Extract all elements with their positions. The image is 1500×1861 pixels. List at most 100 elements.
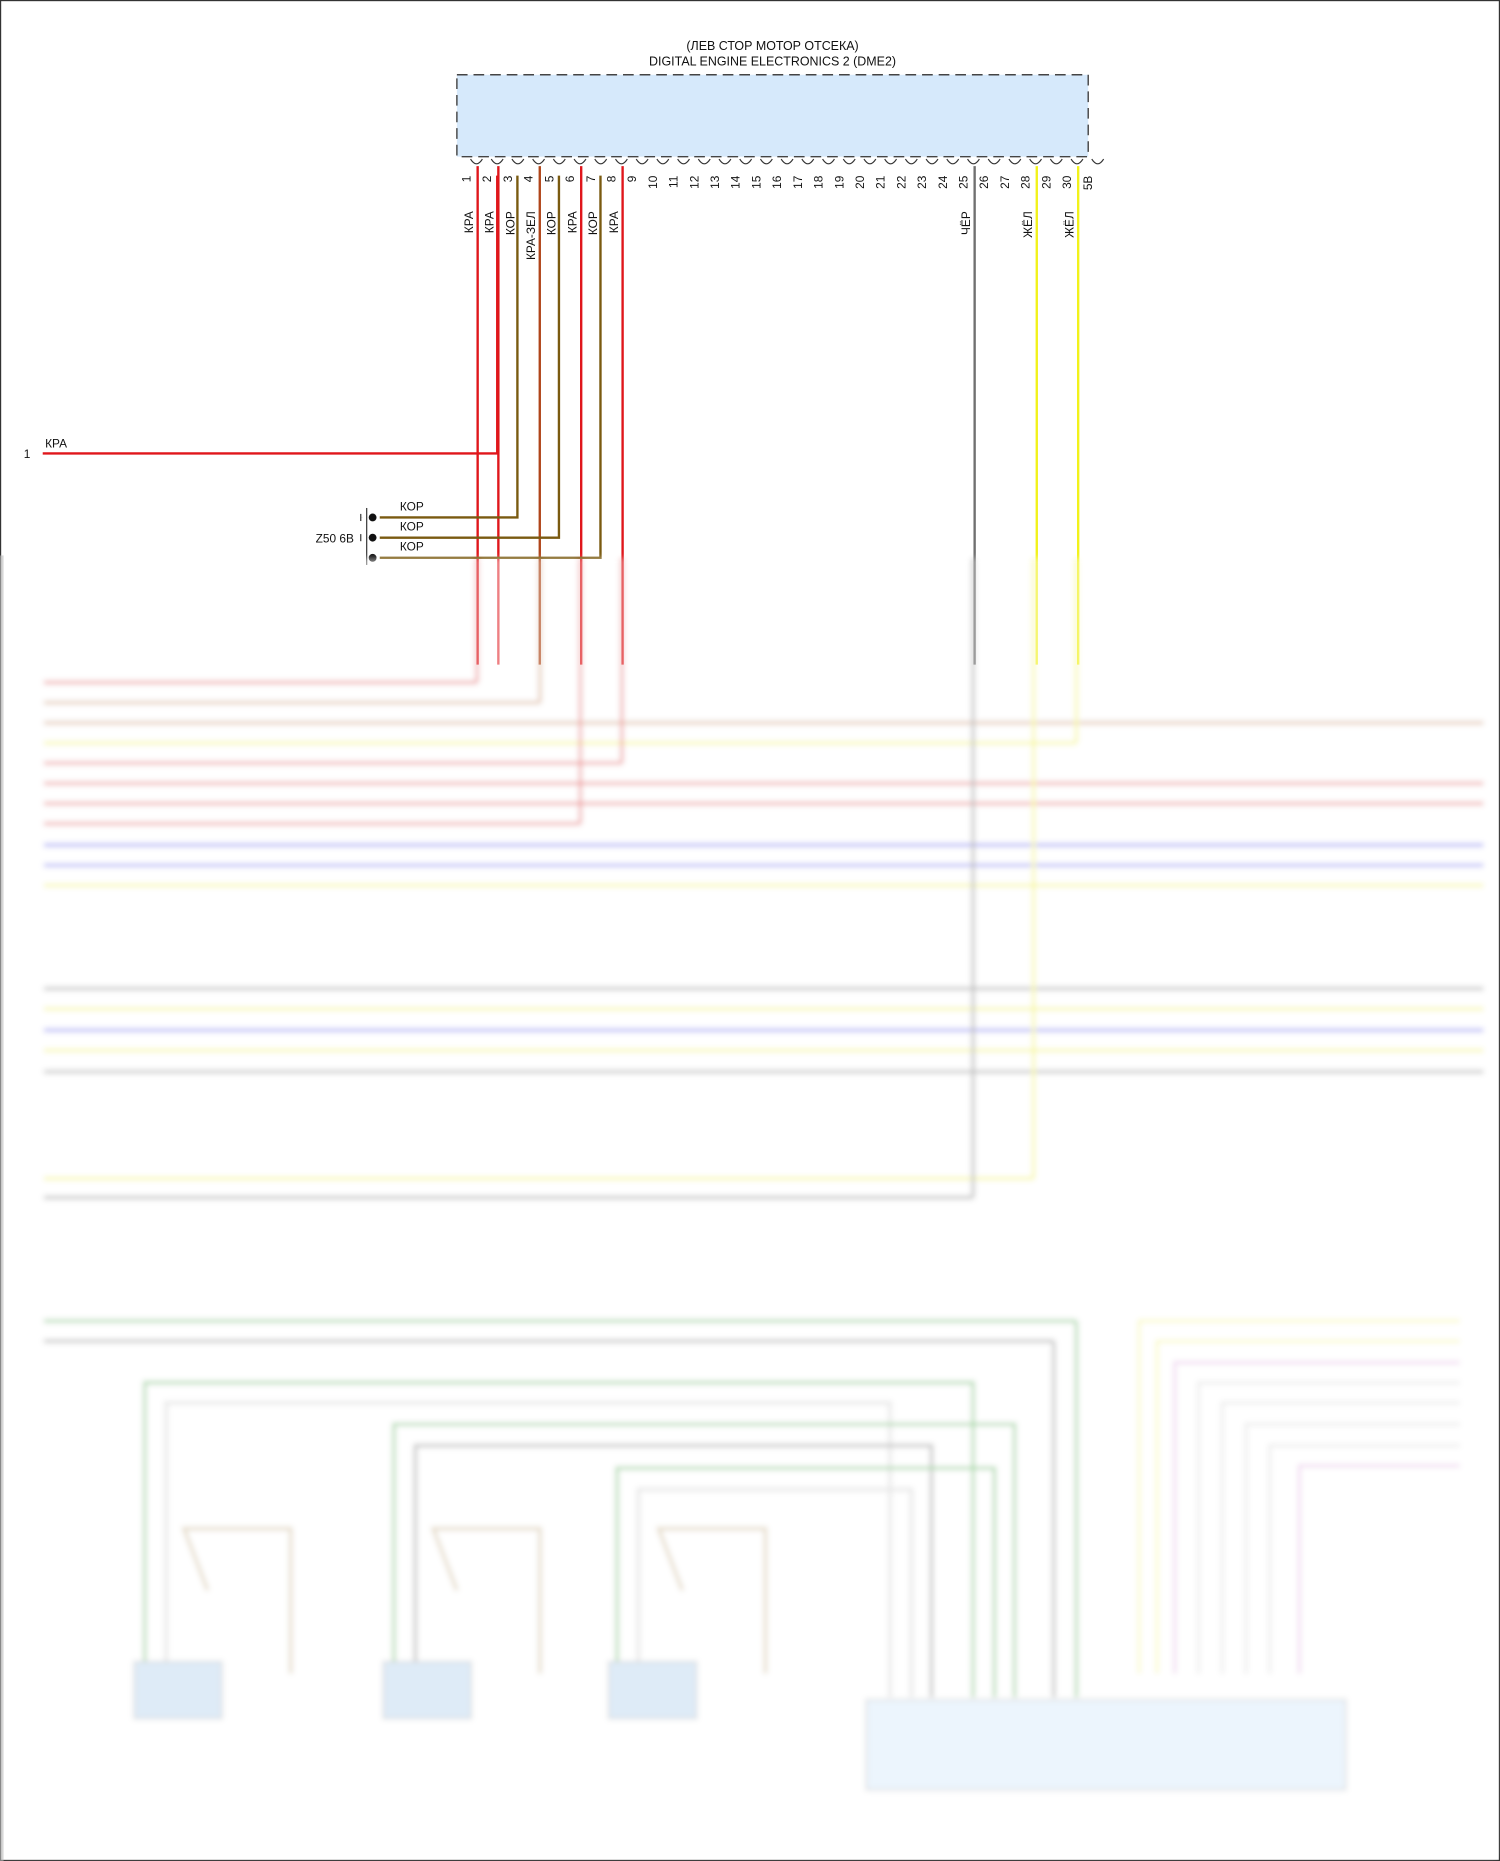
pin-number: 14 bbox=[729, 175, 743, 189]
blurred-wire bbox=[636, 1487, 914, 1698]
pin-6[interactable]: 6 bbox=[563, 158, 587, 182]
pin-14[interactable]: 14 bbox=[729, 158, 753, 189]
blurred-wire bbox=[615, 1466, 997, 1698]
pin-socket-icon bbox=[1070, 158, 1084, 165]
wire-left-to-pin3[interactable] bbox=[42, 175, 499, 455]
left-connector-wire-label: КРА bbox=[45, 436, 67, 450]
pin-number: 4 bbox=[522, 175, 536, 182]
pin-8[interactable]: 8 bbox=[604, 158, 628, 182]
pin-5[interactable]: 5 bbox=[542, 158, 566, 182]
pin-socket-icon bbox=[470, 158, 483, 165]
pin-18[interactable]: 18 bbox=[812, 158, 835, 189]
pin-socket-icon bbox=[1029, 158, 1043, 165]
pin-socket-icon bbox=[697, 158, 711, 165]
pin-number: 10 bbox=[646, 175, 660, 189]
pin-22[interactable]: 22 bbox=[894, 158, 918, 189]
pin-24[interactable]: 24 bbox=[936, 158, 960, 189]
pin-number: 21 bbox=[874, 175, 888, 189]
ground-wire-label: КОР bbox=[400, 499, 424, 513]
pin-28[interactable]: 28 bbox=[1019, 158, 1043, 189]
pin-socket-icon bbox=[967, 158, 980, 165]
pin-number: 9 bbox=[625, 175, 639, 182]
pin-number: 24 bbox=[936, 175, 950, 189]
pin-socket-icon bbox=[801, 158, 815, 165]
blurred-wire bbox=[392, 1422, 1017, 1698]
pin-socket-icon bbox=[573, 158, 587, 165]
pin-socket-icon bbox=[1091, 158, 1105, 165]
pin-7[interactable]: 7 bbox=[584, 158, 608, 183]
dme2-module-box[interactable] bbox=[456, 74, 1089, 158]
wire-color-label: ЖЁЛ bbox=[1021, 211, 1035, 238]
pin-socket-icon bbox=[863, 158, 877, 165]
pin-socket-icon bbox=[677, 158, 690, 165]
wire-ground-1[interactable] bbox=[379, 175, 519, 519]
module-location: (ЛЕВ СТОР МОТОР ОТСЕКА) bbox=[686, 39, 858, 53]
pin-16[interactable]: 16 bbox=[770, 158, 794, 189]
pin-number: 5 bbox=[542, 175, 556, 182]
pin-socket-icon bbox=[822, 158, 835, 165]
pin-socket-icon bbox=[842, 158, 856, 165]
pin-19[interactable]: 19 bbox=[832, 158, 856, 189]
pin-13[interactable]: 13 bbox=[708, 158, 732, 189]
pin-1[interactable]: 1 bbox=[460, 158, 483, 182]
pin-11[interactable]: 11 bbox=[667, 158, 690, 188]
pin-2[interactable]: 2 bbox=[480, 158, 504, 182]
pin-number: 25 bbox=[957, 175, 971, 189]
pin-number: 19 bbox=[832, 175, 846, 189]
pin-number: 27 bbox=[998, 176, 1012, 189]
pin-27[interactable]: 27 bbox=[998, 158, 1022, 189]
pin-number: 29 bbox=[1039, 175, 1053, 189]
pin-socket-icon bbox=[532, 158, 546, 165]
pin-10[interactable]: 10 bbox=[646, 158, 670, 189]
wire-color-label: ЖЁЛ bbox=[1062, 211, 1076, 238]
pin-number: 3 bbox=[501, 175, 515, 182]
pin-5В[interactable]: 5В bbox=[1081, 158, 1105, 191]
pin-15[interactable]: 15 bbox=[749, 158, 773, 189]
wire-color-label: КОР bbox=[545, 211, 559, 235]
pin-29[interactable]: 29 bbox=[1039, 158, 1063, 189]
pin-socket-icon bbox=[594, 158, 608, 165]
pin-20[interactable]: 20 bbox=[853, 158, 877, 189]
pin-socket-icon bbox=[780, 158, 794, 165]
pin-21[interactable]: 21 bbox=[874, 158, 898, 189]
pin-number: 17 bbox=[791, 176, 805, 189]
pin-number: 26 bbox=[977, 175, 991, 189]
pin-socket-icon bbox=[925, 158, 939, 165]
pin-30[interactable]: 30 bbox=[1060, 158, 1084, 189]
pin-socket-icon bbox=[759, 158, 773, 165]
pin-socket-icon bbox=[614, 158, 628, 165]
pin-number: 18 bbox=[812, 175, 826, 189]
pin-number: 28 bbox=[1019, 175, 1033, 189]
pin-number: 12 bbox=[687, 176, 701, 189]
pin-12[interactable]: 12 bbox=[687, 158, 711, 189]
blurred-module bbox=[865, 1698, 1347, 1791]
blurred-wire bbox=[142, 1380, 975, 1698]
pin-3[interactable]: 3 bbox=[501, 158, 525, 182]
blurred-wire bbox=[164, 1401, 892, 1698]
pin-number: 8 bbox=[604, 175, 618, 182]
pin-4[interactable]: 4 bbox=[522, 158, 546, 182]
pin-socket-icon bbox=[718, 158, 732, 165]
blurred-lower-diagram bbox=[3, 557, 1497, 1858]
ground-point bbox=[368, 533, 377, 542]
pin-17[interactable]: 17 bbox=[791, 158, 815, 189]
wire-color-label: КРА bbox=[565, 211, 579, 233]
pin-number: 15 bbox=[749, 175, 763, 189]
pin-9[interactable]: 9 bbox=[625, 158, 649, 182]
pin-socket-icon bbox=[946, 158, 960, 165]
pin-socket-icon bbox=[1008, 158, 1022, 165]
pin-26[interactable]: 26 bbox=[977, 158, 1001, 189]
pin-number: 7 bbox=[584, 176, 598, 183]
pin-socket-icon bbox=[1049, 158, 1063, 165]
wire-ground-2[interactable] bbox=[379, 175, 561, 539]
pin-socket-icon bbox=[490, 158, 504, 165]
blurred-wire bbox=[413, 1443, 934, 1698]
pin-25[interactable]: 25 bbox=[957, 158, 980, 189]
pin-number: 5В bbox=[1081, 176, 1095, 191]
pin-23[interactable]: 23 bbox=[915, 158, 939, 189]
ground-wire-label: КОР bbox=[400, 520, 424, 534]
wire-color-label: КОР bbox=[503, 211, 517, 235]
wire-color-label: ЧЁР bbox=[959, 211, 973, 235]
pin-socket-icon bbox=[884, 158, 898, 165]
